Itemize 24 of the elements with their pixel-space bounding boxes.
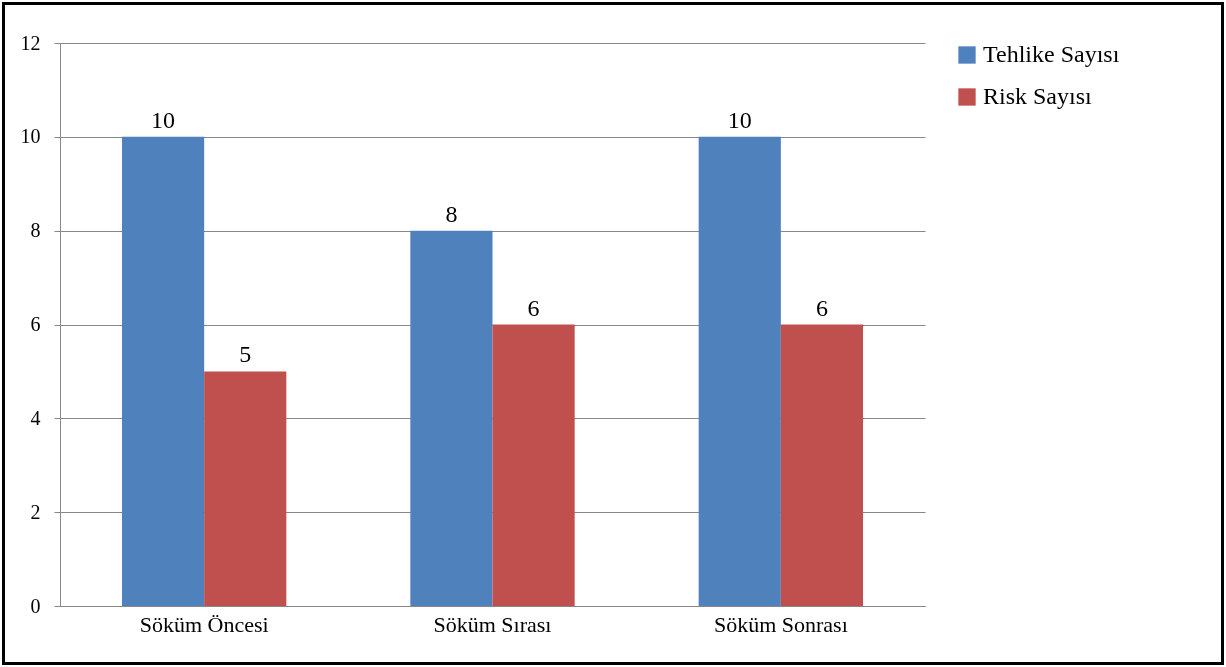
y-tick-label: 12 <box>20 31 41 54</box>
y-tick-label: 6 <box>30 313 41 335</box>
y-tick-label: 0 <box>30 594 41 617</box>
y-tick-label: 8 <box>30 219 41 242</box>
data-label: 10 <box>151 106 176 133</box>
bar <box>121 136 205 606</box>
x-tick-label: Söküm Öncesi <box>139 611 269 637</box>
x-tick-label: Söküm Sırası <box>433 611 552 637</box>
data-label: 8 <box>445 200 458 227</box>
bar <box>780 324 864 606</box>
y-tick-label: 2 <box>30 500 41 523</box>
legend-label: Tehlike Sayısı <box>983 41 1120 67</box>
legend-label: Risk Sayısı <box>983 83 1093 109</box>
bar <box>410 230 493 606</box>
y-tick-label: 10 <box>20 125 41 148</box>
data-label: 10 <box>727 106 752 133</box>
data-label: 6 <box>815 294 828 321</box>
y-tick-label: 4 <box>30 406 41 429</box>
data-label: 5 <box>239 341 252 368</box>
bar <box>492 324 575 606</box>
bar <box>204 371 287 606</box>
data-label: 6 <box>527 294 540 321</box>
x-tick-label: Söküm Sonrası <box>713 611 848 637</box>
bar <box>698 136 781 606</box>
